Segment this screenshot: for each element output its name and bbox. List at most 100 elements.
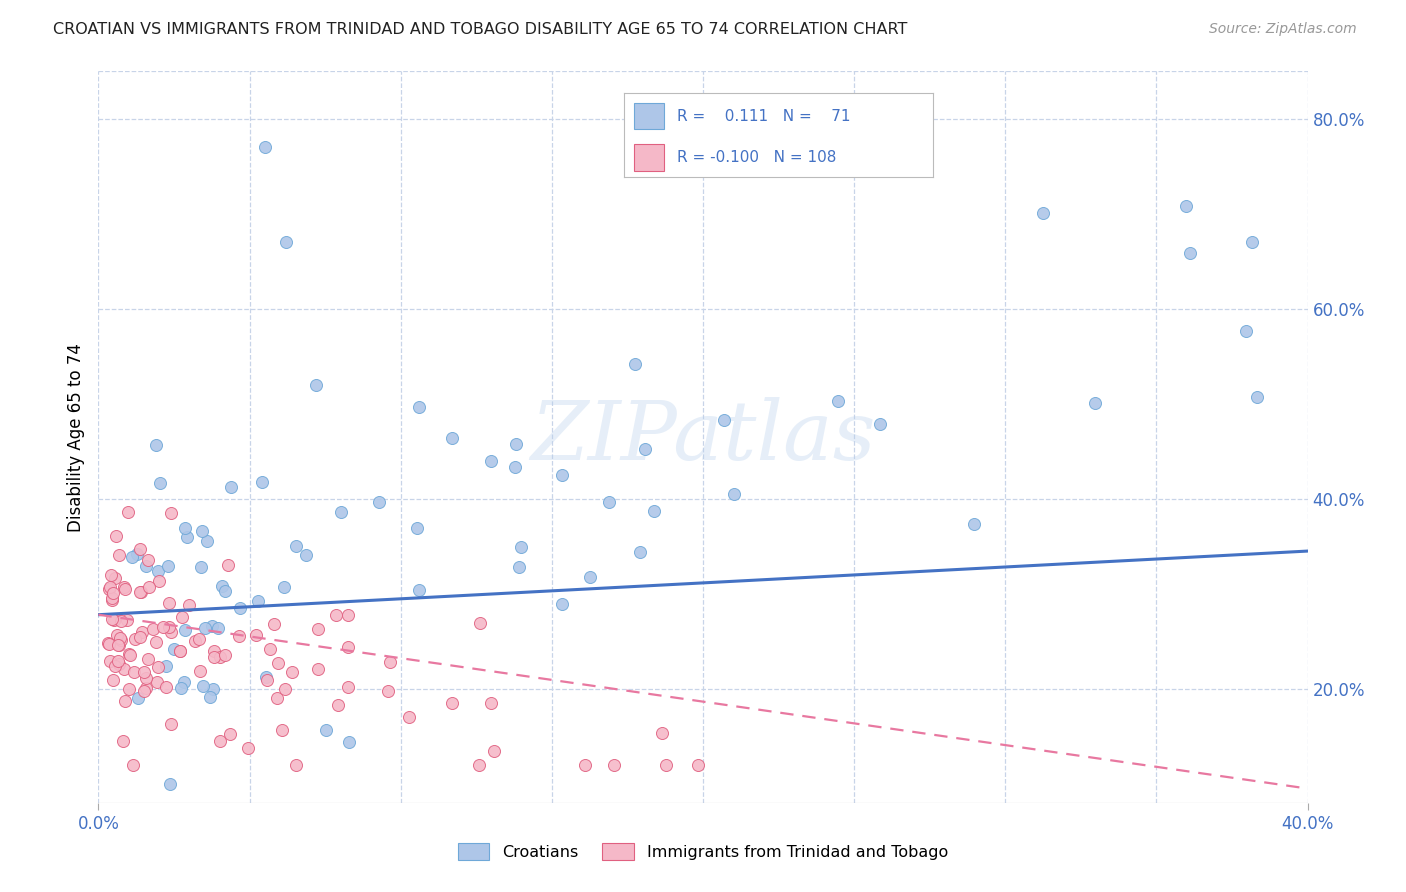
Point: [176, 530, 198, 544]
Point: [136, 651, 159, 665]
Point: [146, 564, 169, 578]
Point: [273, 580, 295, 594]
Point: [146, 674, 169, 689]
Point: [209, 734, 232, 748]
Point: [281, 665, 304, 679]
Point: [1175, 199, 1198, 213]
Point: [118, 647, 141, 661]
Point: [551, 468, 574, 483]
Point: [285, 540, 308, 554]
Point: [174, 521, 197, 535]
Point: [326, 698, 349, 712]
Point: [190, 560, 212, 574]
Point: [101, 593, 124, 607]
Point: [103, 673, 125, 687]
Point: [1180, 246, 1202, 260]
Point: [598, 495, 620, 509]
Point: [468, 616, 491, 631]
Point: [129, 585, 152, 599]
Point: [253, 140, 276, 154]
Point: [170, 681, 193, 695]
Point: [110, 614, 132, 628]
Point: [219, 727, 242, 741]
Point: [122, 665, 145, 679]
Point: [440, 696, 463, 710]
Point: [266, 690, 288, 705]
Point: [325, 607, 347, 622]
Point: [114, 693, 136, 707]
Point: [259, 641, 281, 656]
Point: [408, 400, 430, 414]
Point: [603, 757, 626, 772]
Point: [155, 680, 177, 694]
Point: [214, 584, 236, 599]
Point: [98, 654, 121, 668]
Point: [509, 540, 531, 554]
Point: [173, 623, 195, 637]
Point: [368, 494, 391, 508]
Point: [160, 716, 183, 731]
Point: [579, 570, 602, 584]
Point: [134, 683, 156, 698]
Point: [100, 567, 122, 582]
Point: [1240, 235, 1263, 250]
Point: [155, 659, 177, 673]
Point: [294, 549, 316, 563]
Point: [104, 658, 127, 673]
Point: [118, 681, 141, 696]
Point: [149, 475, 172, 490]
Point: [723, 487, 745, 501]
Point: [157, 596, 180, 610]
Point: [827, 394, 849, 409]
Point: [135, 671, 157, 685]
Point: [135, 558, 157, 573]
Point: [145, 438, 167, 452]
Point: [211, 579, 233, 593]
Point: [634, 442, 657, 457]
Point: [191, 679, 214, 693]
Point: [398, 710, 420, 724]
Point: [118, 648, 141, 662]
Point: [655, 757, 678, 772]
Point: [247, 594, 270, 608]
Point: [129, 542, 152, 557]
Point: [1246, 390, 1268, 404]
Point: [274, 681, 297, 696]
Point: [125, 547, 148, 561]
Point: [337, 735, 360, 749]
Point: [115, 613, 138, 627]
Point: [159, 777, 181, 791]
Point: [160, 506, 183, 520]
Point: [651, 726, 673, 740]
Point: [108, 657, 131, 672]
Point: [104, 528, 127, 542]
Point: [245, 628, 267, 642]
Point: [159, 620, 181, 634]
Point: [329, 505, 352, 519]
Point: [146, 659, 169, 673]
Point: [574, 757, 596, 772]
Point: [377, 684, 399, 698]
Point: [104, 611, 127, 625]
Point: [169, 644, 191, 658]
Point: [117, 504, 139, 518]
Point: [405, 521, 427, 535]
Point: [200, 690, 222, 705]
Point: [1234, 324, 1257, 338]
Point: [100, 612, 122, 626]
Point: [274, 235, 297, 250]
Point: [307, 623, 329, 637]
Point: [184, 634, 207, 648]
Point: [228, 628, 250, 642]
Point: [127, 690, 149, 705]
Point: [112, 581, 135, 595]
Point: [103, 613, 125, 627]
Text: ZIPatlas: ZIPatlas: [530, 397, 876, 477]
Point: [187, 632, 209, 647]
Point: [190, 524, 212, 539]
Text: CROATIAN VS IMMIGRANTS FROM TRINIDAD AND TOBAGO DISABILITY AGE 65 TO 74 CORRELAT: CROATIAN VS IMMIGRANTS FROM TRINIDAD AND…: [53, 22, 908, 37]
Point: [254, 670, 277, 684]
Point: [163, 642, 186, 657]
Point: [160, 624, 183, 639]
Point: [152, 620, 174, 634]
